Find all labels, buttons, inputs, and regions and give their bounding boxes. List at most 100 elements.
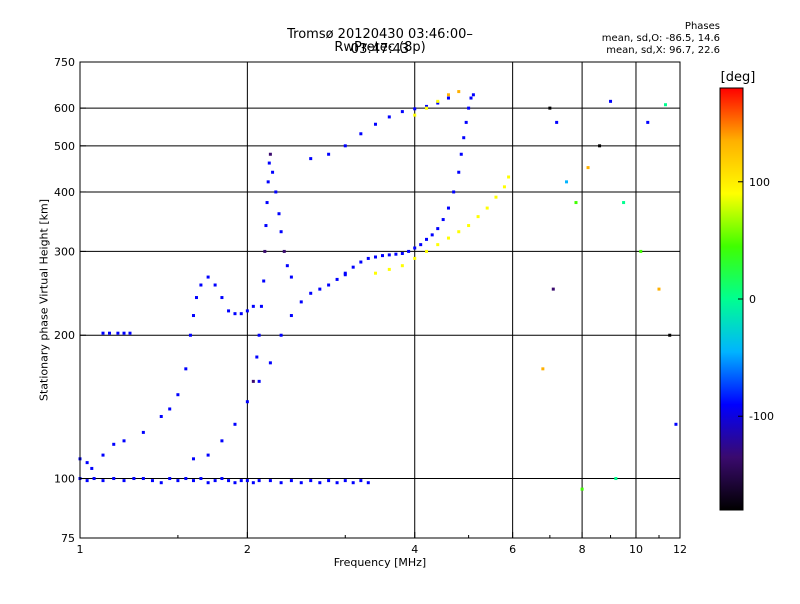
- x-tick-label: 1: [77, 543, 84, 556]
- data-point: [233, 422, 237, 426]
- data-point: [419, 243, 423, 247]
- data-point: [239, 312, 243, 316]
- o-mode-stats: mean, sd,O: -86.5, 14.6: [601, 33, 720, 44]
- data-point: [271, 170, 275, 174]
- data-point: [132, 477, 136, 481]
- data-point: [168, 407, 172, 411]
- data-point: [551, 287, 555, 291]
- data-point: [220, 439, 224, 443]
- data-point: [251, 481, 255, 485]
- colorbar-label: [deg]: [720, 70, 756, 85]
- data-point: [176, 393, 180, 397]
- data-point: [282, 249, 286, 253]
- data-point: [663, 103, 667, 107]
- data-point: [452, 190, 456, 194]
- data-point: [359, 260, 363, 264]
- phases-header: Phases: [684, 21, 720, 32]
- data-point: [245, 309, 249, 313]
- data-point: [112, 477, 116, 481]
- data-point: [309, 291, 313, 295]
- data-point: [457, 170, 461, 174]
- data-point: [122, 331, 126, 335]
- y-tick-label: 400: [54, 186, 75, 199]
- data-point: [586, 166, 590, 170]
- data-point: [555, 120, 559, 124]
- data-point: [335, 481, 339, 485]
- data-point: [176, 479, 180, 483]
- colorbar-tick-label: 0: [749, 293, 756, 306]
- data-point: [436, 101, 440, 105]
- data-point: [233, 481, 237, 485]
- data-point: [90, 466, 94, 470]
- data-point: [327, 283, 331, 287]
- data-point: [502, 185, 506, 189]
- data-point: [227, 479, 231, 483]
- data-point: [112, 442, 116, 446]
- x-tick-label: 2: [244, 543, 251, 556]
- data-point: [262, 279, 266, 283]
- data-point: [299, 300, 303, 304]
- data-point: [646, 120, 650, 124]
- plot-frame: [79, 61, 681, 539]
- colorbar-tick-label: 100: [749, 176, 770, 189]
- data-point: [457, 230, 461, 234]
- data-point: [366, 256, 370, 260]
- data-point: [184, 367, 188, 371]
- data-point: [150, 479, 154, 483]
- data-point: [239, 479, 243, 483]
- data-point: [264, 224, 268, 228]
- data-point: [541, 367, 545, 371]
- data-point: [400, 251, 404, 255]
- data-point: [351, 481, 355, 485]
- data-point: [485, 206, 489, 210]
- chart-subtitle: RwPretec (8p): [334, 40, 426, 55]
- data-point: [446, 236, 450, 240]
- y-tick-label: 100: [54, 473, 75, 486]
- data-point: [343, 271, 347, 275]
- data-point: [335, 277, 339, 281]
- data-point: [373, 122, 377, 126]
- data-point: [343, 144, 347, 148]
- data-point: [387, 115, 391, 119]
- x-tick-label: 8: [579, 543, 586, 556]
- data-point: [289, 314, 293, 318]
- data-point: [128, 331, 132, 335]
- x-axis-label: Frequency [MHz]: [333, 556, 427, 569]
- data-point: [289, 275, 293, 279]
- y-tick-label: 500: [54, 140, 75, 153]
- data-point: [251, 379, 255, 383]
- data-point: [257, 333, 261, 337]
- data-point: [351, 265, 355, 269]
- chart-title: Tromsø 20120430 03:46:00–03:47:43: [287, 27, 473, 57]
- data-point: [268, 152, 272, 156]
- data-point: [257, 379, 261, 383]
- data-point: [92, 477, 96, 481]
- data-point: [614, 477, 618, 481]
- data-point: [116, 331, 120, 335]
- data-point: [277, 212, 281, 216]
- data-point: [457, 90, 461, 94]
- data-point: [413, 246, 417, 250]
- data-point: [436, 227, 440, 231]
- data-point: [245, 400, 249, 404]
- data-point: [327, 152, 331, 156]
- data-point: [380, 254, 384, 258]
- data-point: [407, 249, 411, 253]
- data-point: [194, 296, 198, 300]
- data-point: [674, 422, 678, 426]
- data-point: [274, 190, 278, 194]
- data-point: [199, 283, 203, 287]
- data-point: [279, 333, 283, 337]
- data-point: [213, 283, 217, 287]
- data-point: [85, 461, 89, 465]
- data-point: [400, 264, 404, 268]
- data-point: [159, 481, 163, 485]
- data-point: [206, 453, 210, 457]
- y-tick-label: 750: [54, 56, 75, 69]
- data-point: [565, 180, 569, 184]
- data-point: [366, 481, 370, 485]
- data-point: [122, 479, 126, 483]
- data-point: [446, 96, 450, 100]
